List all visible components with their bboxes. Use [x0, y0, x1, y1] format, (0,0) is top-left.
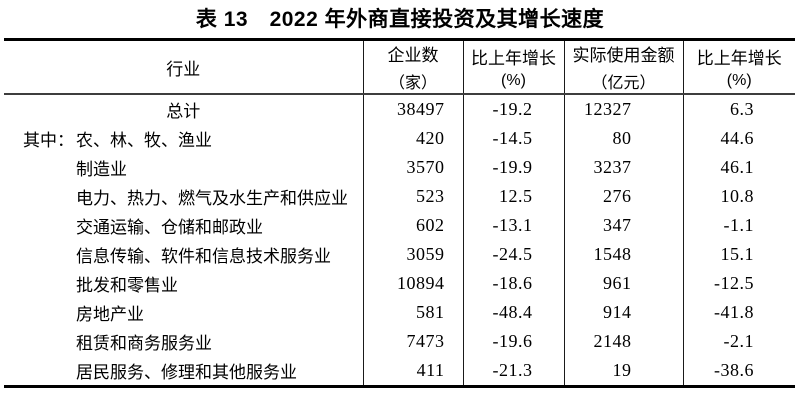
growth2-cell: 44.6 [682, 124, 795, 153]
growth1-cell: -21.3 [462, 356, 564, 387]
growth1-cell: -13.1 [462, 211, 564, 240]
table-title: 表 13 2022 年外商直接投资及其增长速度 [195, 8, 605, 31]
industry-label: 居民服务、修理和其他服务业 [76, 363, 297, 382]
industry-label: 批发和零售业 [76, 276, 178, 295]
industry-label: 制造业 [76, 160, 127, 179]
header-growth1-unit: (%) [501, 72, 526, 89]
header-growth1: 比上年增长 (%) [462, 39, 564, 95]
amount-cell: 961 [563, 269, 683, 298]
enterprises-cell: 420 [362, 124, 463, 153]
table-row: 电力、热力、燃气及水生产和供应业 523 12.5 276 10.8 [4, 182, 795, 211]
growth2-cell: -38.6 [682, 356, 795, 387]
industry-cell: 信息传输、软件和信息技术服务业 [4, 240, 363, 269]
header-enterprises-unit: （家） [388, 75, 437, 92]
header-growth1-label: 比上年增长 [471, 49, 556, 68]
amount-cell: 276 [563, 182, 683, 211]
growth2-cell: -2.1 [682, 327, 795, 356]
header-amount-label: 实际使用金额 [572, 46, 675, 65]
table-row: 租赁和商务服务业 7473 -19.6 2148 -2.1 [4, 327, 795, 356]
enterprises-cell: 602 [362, 211, 463, 240]
industry-label: 电力、热力、燃气及水生产和供应业 [76, 189, 348, 208]
industry-label: 信息传输、软件和信息技术服务业 [76, 247, 331, 266]
header-growth2-label: 比上年增长 [696, 49, 782, 68]
industry-cell: 制造业 [4, 153, 363, 182]
amount-cell: 12327 [563, 94, 683, 124]
enterprises-cell: 38497 [362, 94, 463, 124]
growth1-cell: -19.6 [462, 327, 564, 356]
growth1-cell: -18.6 [462, 269, 564, 298]
industry-label: 租赁和商务服务业 [76, 334, 212, 353]
header-industry: 行业 [4, 39, 363, 95]
header-enterprises-label: 企业数 [387, 46, 439, 65]
amount-cell: 3237 [563, 153, 683, 182]
enterprises-cell: 7473 [362, 327, 463, 356]
amount-cell: 2148 [563, 327, 683, 356]
growth2-cell: -41.8 [682, 298, 795, 327]
growth1-cell: -48.4 [462, 298, 564, 327]
industry-cell: 租赁和商务服务业 [4, 327, 363, 356]
header-row: 行业 企业数 （家） 比上年增长 (%) 实际使用金额 （亿元） 比上年增长 (… [4, 39, 795, 95]
header-growth2-unit: (%) [726, 72, 752, 89]
industry-cell: 批发和零售业 [4, 269, 363, 298]
growth2-cell: 15.1 [682, 240, 795, 269]
industry-cell: 交通运输、仓储和邮政业 [4, 211, 363, 240]
industry-cell: 总计 [166, 102, 201, 121]
header-growth2: 比上年增长 (%) [682, 39, 795, 95]
table-row: 交通运输、仓储和邮政业 602 -13.1 347 -1.1 [4, 211, 795, 240]
growth1-cell: -14.5 [462, 124, 564, 153]
header-enterprises: 企业数 （家） [362, 39, 463, 95]
enterprises-cell: 3059 [362, 240, 463, 269]
growth2-cell: 10.8 [682, 182, 795, 211]
table-row: 制造业 3570 -19.9 3237 46.1 [4, 153, 795, 182]
amount-cell: 347 [563, 211, 683, 240]
table-row: 居民服务、修理和其他服务业 411 -21.3 19 -38.6 [4, 356, 795, 387]
amount-cell: 80 [563, 124, 683, 153]
growth1-cell: -19.2 [462, 94, 564, 124]
table-row: 信息传输、软件和信息技术服务业 3059 -24.5 1548 15.1 [4, 240, 795, 269]
growth2-cell: -1.1 [682, 211, 795, 240]
table-row: 其中： 农、林、牧、渔业 420 -14.5 80 44.6 [4, 124, 795, 153]
growth2-cell: 46.1 [682, 153, 795, 182]
header-amount-unit: （亿元） [591, 75, 656, 92]
industry-cell: 居民服务、修理和其他服务业 [4, 356, 363, 387]
enterprises-cell: 523 [362, 182, 463, 211]
enterprises-cell: 411 [362, 356, 463, 387]
growth2-cell: -12.5 [682, 269, 795, 298]
table-row-total: 总计 38497 -19.2 12327 6.3 [4, 94, 795, 124]
industry-cell: 房地产业 [4, 298, 363, 327]
enterprises-cell: 10894 [362, 269, 463, 298]
amount-cell: 914 [563, 298, 683, 327]
enterprises-cell: 581 [362, 298, 463, 327]
table-row: 房地产业 581 -48.4 914 -41.8 [4, 298, 795, 327]
fdi-table: 行业 企业数 （家） 比上年增长 (%) 实际使用金额 （亿元） 比上年增长 (… [4, 38, 795, 388]
growth1-cell: -24.5 [462, 240, 564, 269]
industry-label: 房地产业 [76, 305, 144, 324]
amount-cell: 19 [563, 356, 683, 387]
industry-cell: 电力、热力、燃气及水生产和供应业 [4, 182, 363, 211]
growth1-cell: 12.5 [462, 182, 564, 211]
header-amount: 实际使用金额 （亿元） [563, 39, 683, 95]
growth2-cell: 6.3 [682, 94, 795, 124]
table-row: 批发和零售业 10894 -18.6 961 -12.5 [4, 269, 795, 298]
industry-cell: 其中： 农、林、牧、渔业 [4, 124, 363, 153]
industry-label: 农、林、牧、渔业 [76, 131, 212, 150]
enterprises-cell: 3570 [362, 153, 463, 182]
row-prefix: 其中： [23, 131, 74, 150]
growth1-cell: -19.9 [462, 153, 564, 182]
industry-label: 交通运输、仓储和邮政业 [76, 218, 263, 237]
amount-cell: 1548 [563, 240, 683, 269]
